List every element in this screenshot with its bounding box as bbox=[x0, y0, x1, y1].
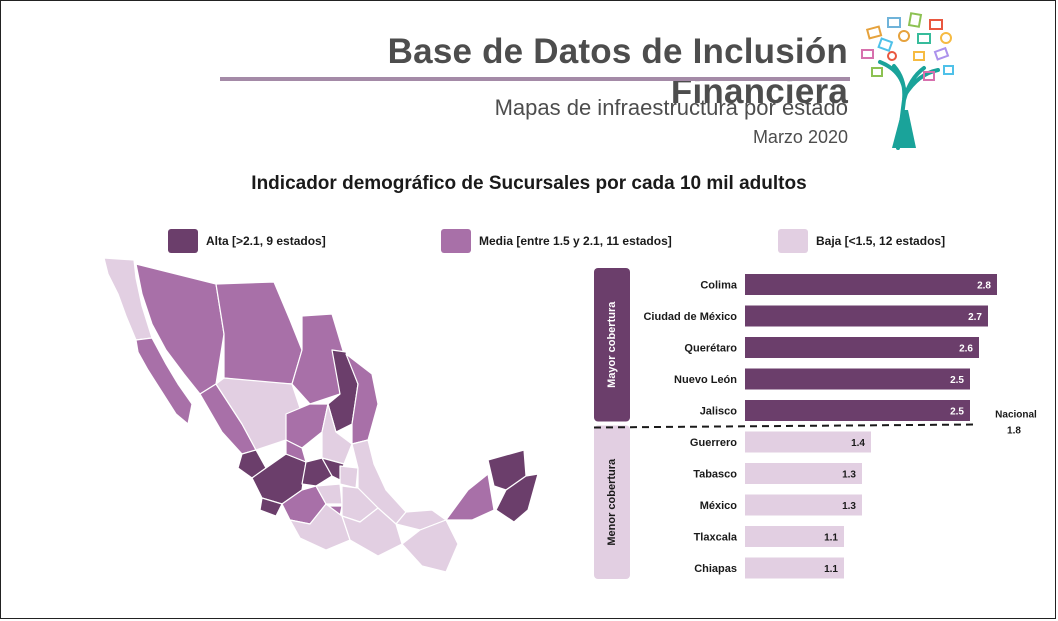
value-label-ciudad-de-m-xico: 2.7 bbox=[968, 312, 982, 323]
legend-swatch-alta bbox=[168, 229, 198, 253]
tree-logo-icon bbox=[861, 12, 954, 150]
legend-swatch-media bbox=[441, 229, 471, 253]
title-underline bbox=[220, 77, 850, 81]
category-label-m-xico: México bbox=[700, 500, 738, 512]
value-label-jalisco: 2.5 bbox=[950, 407, 964, 418]
group-panel-mayor-cobertura bbox=[594, 268, 630, 422]
bar-m-xico bbox=[745, 494, 862, 516]
map-state-campeche bbox=[445, 473, 495, 521]
bar-quer-taro bbox=[745, 337, 979, 358]
value-label-guerrero: 1.4 bbox=[851, 438, 865, 449]
subtitle: Mapas de infraestructura por estado bbox=[494, 95, 848, 120]
bar-chart: Colima 2.8 Ciudad de México 2.7 Querétaro 2.6… bbox=[593, 268, 1037, 579]
value-label-m-xico: 1.3 bbox=[842, 501, 856, 512]
group-panel-menor-cobertura bbox=[594, 425, 630, 579]
bar-guerrero bbox=[745, 431, 871, 453]
value-label-tlaxcala: 1.1 bbox=[824, 533, 838, 544]
category-label-guerrero: Guerrero bbox=[690, 437, 737, 449]
map-state-durango bbox=[215, 377, 303, 451]
category-label-chiapas: Chiapas bbox=[694, 563, 737, 575]
map-state-coahuila bbox=[291, 313, 345, 405]
value-label-chiapas: 1.1 bbox=[824, 564, 838, 575]
category-label-tabasco: Tabasco bbox=[693, 469, 737, 481]
bar-tlaxcala bbox=[745, 526, 844, 547]
legend-label-baja: Baja [<1.5, 12 estados] bbox=[816, 234, 946, 248]
map-state-quintana-roo bbox=[495, 473, 539, 523]
bar-tabasco bbox=[745, 463, 862, 484]
map-state-chiapas bbox=[401, 519, 459, 573]
value-label-nuevo-le-n: 2.5 bbox=[950, 375, 964, 386]
report-date: Marzo 2020 bbox=[752, 127, 848, 147]
bar-nuevo-le-n bbox=[745, 368, 970, 390]
bar-chiapas bbox=[745, 557, 844, 579]
map-state-tabasco bbox=[395, 509, 447, 531]
legend-swatch-baja bbox=[778, 229, 808, 253]
legend-label-alta: Alta [>2.1, 9 estados] bbox=[206, 234, 326, 248]
map-state-chihuahua bbox=[215, 281, 303, 385]
chart-title: Indicador demográfico de Sucursales por … bbox=[251, 173, 807, 194]
legend-media: Media [entre 1.5 y 2.1, 11 estados] bbox=[441, 228, 672, 254]
map-state-baja-california-sur bbox=[135, 337, 193, 425]
group-label-mayor-cobertura: Mayor cobertura bbox=[606, 301, 618, 388]
category-label-colima: Colima bbox=[700, 280, 738, 292]
map-state-guanajuato bbox=[301, 457, 333, 487]
value-label-colima: 2.8 bbox=[977, 281, 991, 292]
legend-label-media: Media [entre 1.5 y 2.1, 11 estados] bbox=[479, 234, 672, 248]
mexico-map bbox=[103, 257, 539, 573]
bar-ciudad-de-m-xico bbox=[745, 305, 988, 327]
category-label-nuevo-le-n: Nuevo León bbox=[674, 374, 737, 386]
category-label-ciudad-de-m-xico: Ciudad de México bbox=[643, 311, 737, 323]
legend-baja: Baja [<1.5, 12 estados] bbox=[778, 228, 945, 254]
value-label-quer-taro: 2.6 bbox=[959, 344, 973, 355]
value-label-tabasco: 1.3 bbox=[842, 470, 856, 481]
category-label-tlaxcala: Tlaxcala bbox=[694, 532, 738, 544]
legend-alta: Alta [>2.1, 9 estados] bbox=[168, 228, 326, 254]
bar-colima bbox=[745, 274, 997, 295]
bar-jalisco bbox=[745, 400, 970, 421]
category-label-jalisco: Jalisco bbox=[700, 406, 738, 418]
group-label-menor-cobertura: Menor cobertura bbox=[606, 458, 618, 546]
map-state-colima bbox=[259, 497, 283, 517]
national-reference-line bbox=[593, 423, 976, 429]
national-reference-value: 1.8 bbox=[1007, 426, 1021, 437]
map-state-oaxaca bbox=[341, 507, 403, 557]
map-state-hidalgo bbox=[339, 465, 359, 489]
category-label-quer-taro: Querétaro bbox=[684, 343, 737, 355]
national-reference-label: Nacional bbox=[995, 410, 1037, 421]
